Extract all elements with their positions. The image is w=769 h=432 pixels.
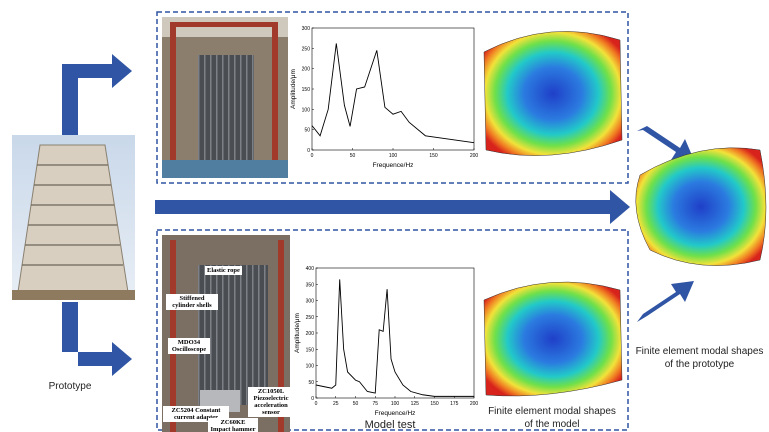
- x-tick-label: 50: [350, 153, 356, 159]
- y-tick-label: 100: [306, 364, 315, 370]
- x-tick-label: 150: [430, 401, 439, 407]
- photo-tag: Elastic rope: [205, 266, 242, 275]
- model-photo-top: [162, 17, 288, 178]
- prototype-label: Prototype: [30, 380, 110, 393]
- fe-model-label: Finite element modal shapes of the model: [488, 405, 616, 431]
- prototype-photo: [12, 135, 135, 300]
- y-tick-label: 400: [306, 266, 315, 272]
- y-tick-label: 50: [304, 128, 310, 134]
- y-tick-label: 0: [311, 396, 314, 402]
- x-tick-label: 125: [411, 401, 420, 407]
- y-axis-label: Amplitude/μm: [294, 313, 301, 353]
- photo-tag: MDO34 Oscilloscope: [168, 338, 210, 354]
- x-tick-label: 25: [333, 401, 339, 407]
- model-test-label: Model test: [340, 419, 440, 432]
- x-tick-label: 100: [391, 401, 400, 407]
- x-axis-label: Frequence/Hz: [373, 162, 414, 169]
- y-axis-label: Amplitude/μm: [290, 69, 297, 109]
- x-tick-label: 75: [372, 401, 378, 407]
- y-tick-label: 0: [307, 148, 310, 154]
- fe-shape-top: [484, 31, 622, 155]
- x-tick-label: 50: [353, 401, 359, 407]
- y-tick-label: 250: [302, 46, 311, 52]
- x-tick-label: 200: [470, 153, 479, 159]
- photo-tag: ZC60KE Impact hammer: [208, 418, 258, 432]
- y-tick-label: 300: [306, 299, 315, 305]
- y-tick-label: 50: [308, 380, 314, 386]
- fe-prototype-label: Finite element modal shapes of the proto…: [632, 345, 767, 371]
- x-axis-label: Frequence/Hz: [375, 410, 416, 417]
- y-tick-label: 100: [302, 107, 311, 113]
- y-tick-label: 250: [306, 315, 315, 321]
- x-tick-label: 100: [389, 153, 398, 159]
- x-tick-label: 150: [429, 153, 438, 159]
- photo-tag: ZC1050L Piezoelectric acceleration senso…: [248, 387, 294, 417]
- x-tick-label: 0: [315, 401, 318, 407]
- y-tick-label: 150: [302, 87, 311, 93]
- y-tick-label: 350: [306, 282, 315, 288]
- x-tick-label: 175: [450, 401, 459, 407]
- y-tick-label: 200: [306, 331, 315, 337]
- y-tick-label: 200: [302, 67, 311, 73]
- fe-shape-model: [484, 282, 622, 396]
- photo-tag: Stiffened cylinder shells: [166, 294, 218, 310]
- fe-shape-prototype: [636, 148, 766, 266]
- x-tick-label: 0: [311, 153, 314, 159]
- page: 050100150200050100150200250300Frequence/…: [0, 0, 769, 432]
- y-tick-label: 300: [302, 26, 311, 32]
- y-tick-label: 150: [306, 347, 315, 353]
- x-tick-label: 200: [470, 401, 479, 407]
